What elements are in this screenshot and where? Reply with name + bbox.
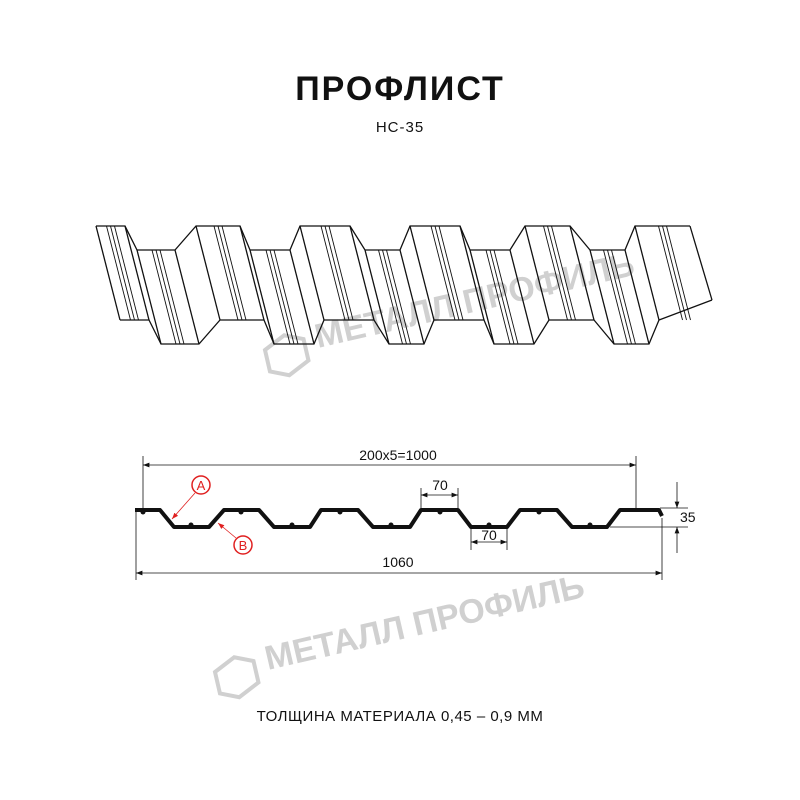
sheet-3d-view xyxy=(95,225,713,345)
sheet-rib-line xyxy=(430,225,456,321)
sheet-rib-line xyxy=(666,225,691,321)
sheet-rib-line xyxy=(114,225,139,321)
sheet-rib-line xyxy=(151,249,177,345)
page-title: ПРОФЛИСТ xyxy=(295,70,505,108)
profile-line xyxy=(135,508,664,529)
pitch-label: 200x5=1000 xyxy=(359,447,437,463)
sheet-rib-line xyxy=(658,225,683,321)
sheet-fold-line xyxy=(509,249,535,345)
sheet-fold-line xyxy=(249,249,275,345)
sheet-fold-line xyxy=(95,225,121,321)
sheet-rib-line xyxy=(328,225,354,321)
model-label: НС-35 xyxy=(375,119,425,136)
sheet-fold-line xyxy=(409,225,435,321)
sheet-rib-line xyxy=(607,249,632,345)
marker-a-label: A xyxy=(197,478,206,493)
sheet-fold-line xyxy=(195,225,221,321)
sheet-rib-line xyxy=(213,225,239,321)
sheet-fold-line xyxy=(634,225,660,321)
sheet-rib-line xyxy=(382,249,407,345)
height-label: 35 xyxy=(680,509,696,525)
sheet-rib-line xyxy=(386,249,411,345)
sheet-fold-line xyxy=(399,249,425,345)
sheet-rib-line xyxy=(551,225,576,321)
sheet-fold-line xyxy=(469,249,495,345)
total-width-label: 1060 xyxy=(382,554,413,570)
bottom-flat-label: 70 xyxy=(481,527,497,543)
sheet-fold-line xyxy=(174,249,200,345)
sheet-rib-line xyxy=(434,225,460,321)
sheet-fold-line xyxy=(289,249,315,345)
watermark-text: МЕТАЛЛ ПРОФИЛЬ xyxy=(261,567,588,678)
thickness-note: ТОЛЩИНА МАТЕРИАЛА 0,45 – 0,9 ММ xyxy=(256,708,544,725)
sheet-rib-line xyxy=(611,249,636,345)
marker-a: A xyxy=(171,475,211,520)
profile-ribs xyxy=(140,509,593,528)
sheet-fold-line xyxy=(239,225,265,321)
watermark-top: МЕТАЛЛ ПРОФИЛЬ xyxy=(262,245,638,378)
logo-icon xyxy=(262,333,311,378)
sheet-rib-line xyxy=(265,249,291,345)
sheet-rib-line xyxy=(603,249,628,345)
top-flat-label: 70 xyxy=(432,477,448,493)
profile-section xyxy=(135,508,664,529)
sheet-fold-line xyxy=(136,249,162,345)
sheet-rib-line xyxy=(489,249,515,345)
logo-icon xyxy=(212,655,261,700)
sheet-rib-line xyxy=(106,225,131,321)
sheet-rib-line xyxy=(273,249,299,345)
sheet-fold-line xyxy=(459,225,485,321)
sheet-fold-line xyxy=(524,225,550,321)
sheet-rib-line xyxy=(378,249,403,345)
sheet-rib-line xyxy=(324,225,350,321)
sheet-fold-line xyxy=(349,225,375,321)
sheet-rib-line xyxy=(662,225,687,321)
sheet-fold-line xyxy=(624,249,650,345)
sheet-fold-line xyxy=(689,225,713,301)
sheet-rib-line xyxy=(217,225,243,321)
sheet-rib-line xyxy=(493,249,519,345)
watermark-bottom: МЕТАЛЛ ПРОФИЛЬ xyxy=(212,567,588,700)
sheet-rib-line xyxy=(547,225,572,321)
sheet-fold-line xyxy=(299,225,325,321)
sheet-fold-line xyxy=(364,249,390,345)
marker-b: B xyxy=(217,522,253,555)
sheet-rib-line xyxy=(110,225,135,321)
sheet-rib-line xyxy=(485,249,511,345)
sheet-edge xyxy=(96,225,690,251)
sheet-fold-line xyxy=(124,225,150,321)
sheet-rib-line xyxy=(159,249,185,345)
sheet-rib-line xyxy=(221,225,247,321)
sheet-fold-line xyxy=(569,225,595,321)
sheet-rib-line xyxy=(155,249,181,345)
sheet-rib-line xyxy=(543,225,568,321)
sheet-rib-line xyxy=(438,225,464,321)
marker-b-label: B xyxy=(239,538,248,553)
sheet-rib-line xyxy=(320,225,346,321)
sheet-fold-line xyxy=(589,249,615,345)
sheet-rib-line xyxy=(269,249,295,345)
